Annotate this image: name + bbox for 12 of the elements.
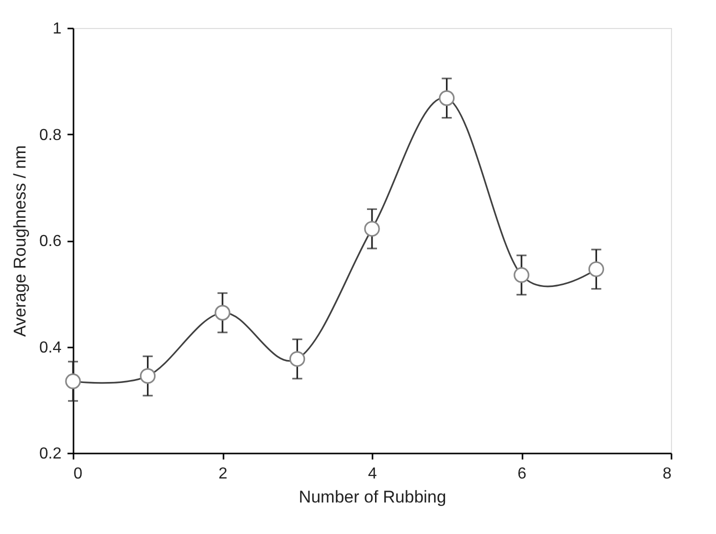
x-tick-label: 8 (662, 466, 672, 482)
y-tick-label: 0.2 (39, 446, 62, 462)
y-tick-label: 0.8 (39, 126, 62, 144)
x-tick-label: 0 (74, 466, 82, 482)
y-tick-label: 0.6 (39, 233, 62, 250)
y-tick-label: 0.4 (39, 339, 62, 356)
x-tick-label: 2 (218, 466, 228, 482)
y-tick-label: 1 (52, 20, 62, 38)
x-axis-title: Number of Rubbing (298, 488, 446, 506)
y-axis-title: Average Roughness / nm (10, 145, 30, 337)
x-tick-label: 6 (518, 466, 527, 482)
x-tick-label: 4 (368, 466, 378, 482)
